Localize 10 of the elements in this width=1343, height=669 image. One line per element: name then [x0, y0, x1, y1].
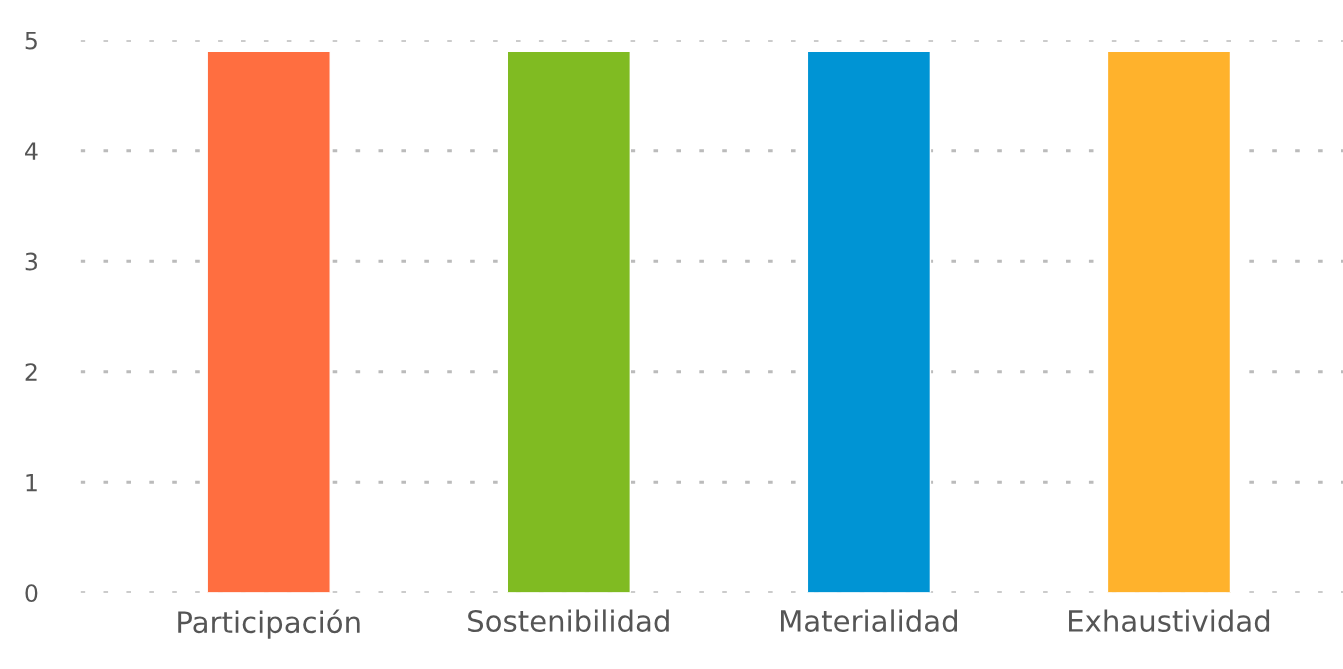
x-tick-label: Materialidad: [780, 609, 957, 632]
y-tick-label: 1: [26, 473, 37, 492]
y-tick-label: 3: [25, 252, 38, 271]
y-tick-label: 4: [25, 142, 38, 160]
y-tick-label: 0: [25, 584, 38, 603]
y-tick-label: 5: [25, 31, 37, 50]
y-tick-label: 2: [25, 363, 37, 381]
x-tick-label: Participación: [178, 609, 360, 639]
x-tick-label: Sostenibilidad: [468, 609, 669, 632]
x-tick-label: Exhaustividad: [1069, 609, 1270, 632]
